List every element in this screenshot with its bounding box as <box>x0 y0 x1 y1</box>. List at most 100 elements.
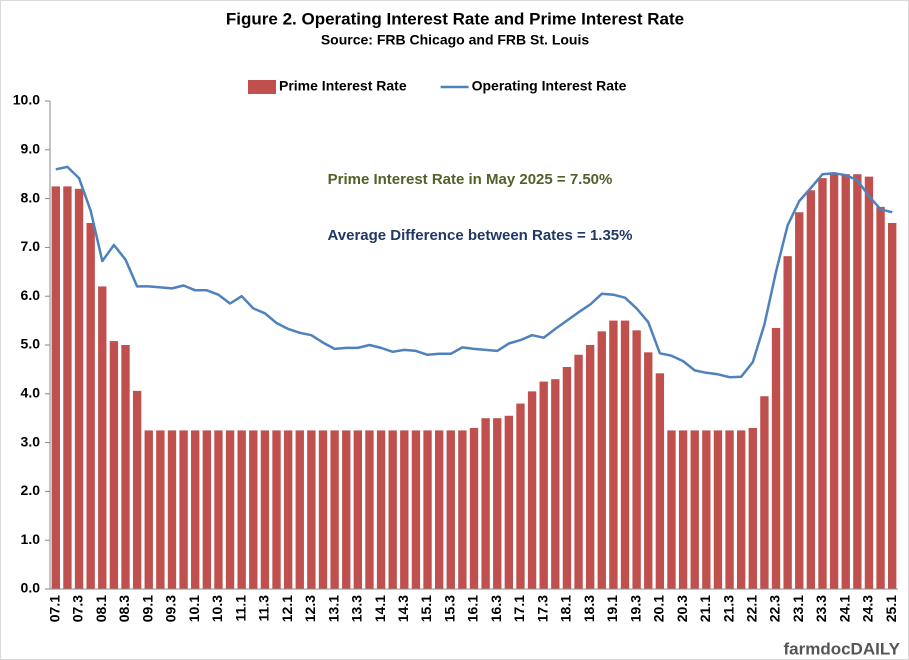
bar <box>690 430 699 589</box>
bar <box>481 418 490 589</box>
x-tick-label: 14.1 <box>372 595 388 622</box>
x-tick-label: 14.3 <box>395 595 411 622</box>
bar <box>829 174 839 589</box>
bar <box>98 286 107 589</box>
y-tick-label: 0.0 <box>21 580 41 596</box>
bar <box>725 430 734 589</box>
x-tick-label: 22.3 <box>767 595 783 622</box>
bar <box>678 430 688 589</box>
bar <box>806 190 816 589</box>
bar <box>551 379 560 589</box>
bar <box>400 430 409 589</box>
bar <box>214 430 223 589</box>
x-tick-label: 09.3 <box>163 595 179 622</box>
bar <box>446 430 455 589</box>
bar <box>307 430 316 589</box>
x-tick-label: 16.1 <box>465 595 481 622</box>
bar <box>795 212 804 589</box>
bar <box>121 345 130 589</box>
bar <box>876 206 885 589</box>
bar <box>260 430 270 589</box>
x-tick-label: 10.1 <box>186 595 202 622</box>
annotation: Prime Interest Rate in May 2025 = 7.50% <box>328 171 613 188</box>
bar <box>434 430 444 589</box>
x-tick-label: 08.3 <box>116 595 132 622</box>
bar <box>109 341 119 589</box>
bar <box>365 430 374 589</box>
bar <box>620 320 630 589</box>
x-tick-label: 20.3 <box>674 595 690 622</box>
x-tick-label: 25.1 <box>883 595 899 622</box>
bar <box>167 430 177 589</box>
legend-label: Prime Interest Rate <box>279 78 407 94</box>
bar <box>330 430 339 589</box>
y-tick-label: 7.0 <box>21 238 41 254</box>
bar <box>702 430 711 589</box>
bar <box>597 331 606 589</box>
bar <box>63 186 72 589</box>
x-tick-label: 12.3 <box>302 595 318 622</box>
x-tick-label: 18.3 <box>581 595 597 622</box>
legend-label: Operating Interest Rate <box>472 78 627 94</box>
bar <box>249 430 258 589</box>
bar <box>655 373 665 589</box>
bar <box>132 390 142 589</box>
bar <box>225 430 235 589</box>
bar <box>295 430 304 589</box>
y-tick-label: 10.0 <box>13 92 40 108</box>
x-tick-label: 15.3 <box>441 595 457 622</box>
legend-swatch <box>248 80 276 94</box>
bar <box>539 381 548 589</box>
bar <box>283 430 293 589</box>
bar <box>504 415 514 589</box>
y-tick-label: 5.0 <box>21 336 41 352</box>
bar <box>667 430 676 589</box>
x-tick-label: 09.1 <box>139 595 155 622</box>
x-tick-label: 18.1 <box>558 595 574 622</box>
bar <box>527 391 537 589</box>
bar <box>609 320 618 589</box>
x-tick-label: 11.3 <box>256 595 272 622</box>
annotation: Average Difference between Rates = 1.35% <box>327 227 632 244</box>
bar <box>423 430 432 589</box>
x-tick-label: 16.3 <box>488 595 504 622</box>
bar <box>376 430 386 589</box>
bar <box>86 223 95 589</box>
bar <box>318 430 328 589</box>
bar <box>516 403 525 589</box>
y-tick-label: 1.0 <box>21 531 41 547</box>
x-tick-label: 24.1 <box>836 595 852 622</box>
y-tick-label: 9.0 <box>21 141 41 157</box>
y-tick-label: 2.0 <box>21 482 41 498</box>
bar <box>783 256 792 589</box>
brand: farmdocDAILY <box>783 639 900 658</box>
bar <box>51 186 60 589</box>
bar <box>191 430 200 589</box>
x-tick-label: 23.3 <box>813 595 829 622</box>
x-tick-label: 12.1 <box>279 595 295 622</box>
bar <box>864 176 874 589</box>
chart-title: Figure 2. Operating Interest Rate and Pr… <box>226 9 684 28</box>
bar <box>736 430 746 589</box>
bar <box>342 430 351 589</box>
bar <box>888 223 897 589</box>
x-tick-label: 07.3 <box>70 595 86 622</box>
bar <box>493 418 502 589</box>
x-tick-label: 10.3 <box>209 595 225 622</box>
bar <box>272 430 281 589</box>
bar <box>458 430 467 589</box>
bar <box>713 430 723 589</box>
bar <box>179 430 188 589</box>
x-tick-label: 13.1 <box>325 595 341 622</box>
bar <box>771 327 781 589</box>
chart-subtitle: Source: FRB Chicago and FRB St. Louis <box>321 32 590 48</box>
bar <box>411 430 421 589</box>
bar <box>202 430 212 589</box>
x-tick-label: 13.3 <box>349 595 365 622</box>
x-tick-label: 11.1 <box>232 595 248 622</box>
bar <box>156 430 165 589</box>
x-tick-label: 08.1 <box>93 595 109 622</box>
y-tick-label: 8.0 <box>21 189 41 205</box>
x-tick-label: 15.1 <box>418 595 434 622</box>
